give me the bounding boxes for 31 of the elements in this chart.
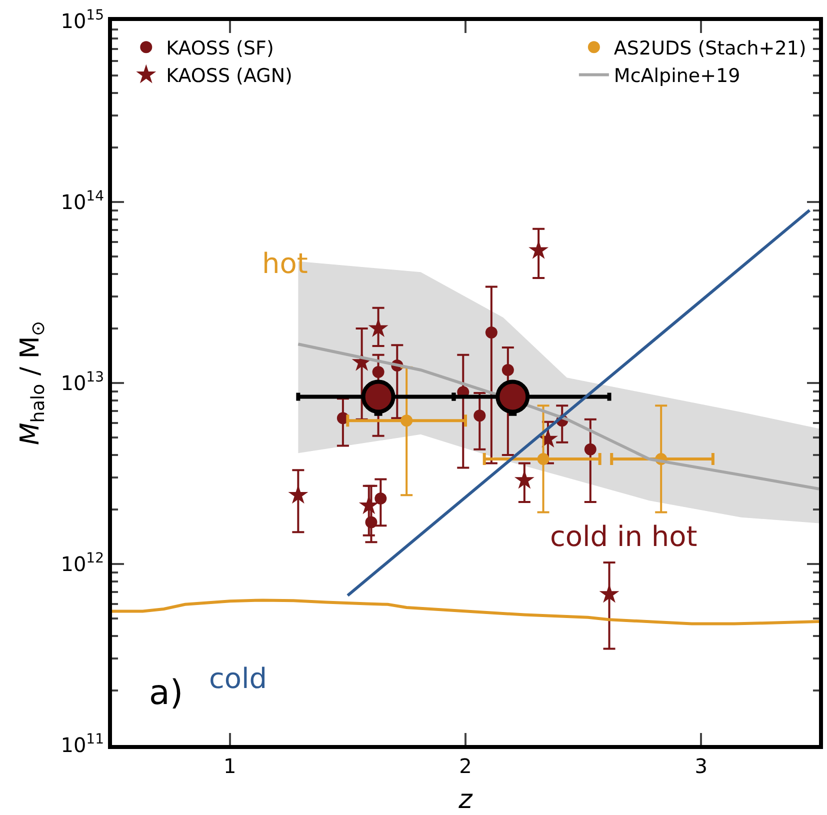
y-tick-label: 10$^{13}$ xyxy=(60,370,104,395)
point xyxy=(502,364,514,376)
y-tick-label: 10$^{12}$ xyxy=(60,550,104,576)
legend-label: McAlpine+19 xyxy=(614,65,740,88)
point xyxy=(474,410,486,422)
y-tick-label: 10$^{11}$ xyxy=(60,732,104,757)
point xyxy=(361,380,396,414)
annotation: hot xyxy=(262,247,308,280)
legend-label: KAOSS (AGN) xyxy=(166,65,292,88)
y-tick-label: 10$^{15}$ xyxy=(60,8,104,33)
point xyxy=(584,443,596,456)
y-tick-label: 10$^{14}$ xyxy=(60,188,104,214)
point xyxy=(374,492,387,505)
x-axis-title: z xyxy=(458,785,474,815)
line-series xyxy=(112,598,819,626)
legend-label: KAOSS (SF) xyxy=(166,38,274,60)
point xyxy=(372,366,384,378)
x-tick-label: 3 xyxy=(694,754,708,778)
line-series xyxy=(296,342,819,490)
annotation: cold xyxy=(209,662,268,695)
point xyxy=(400,414,413,427)
x-tick-label: 1 xyxy=(223,754,236,778)
point xyxy=(496,380,530,414)
point xyxy=(537,453,550,466)
annotation: a) xyxy=(149,673,184,713)
point xyxy=(358,495,379,514)
legend-label: AS2UDS (Stach+21) xyxy=(614,38,806,60)
point xyxy=(368,318,388,337)
x-tick-label: 2 xyxy=(459,754,472,778)
point xyxy=(485,326,498,339)
annotation: cold in hot xyxy=(550,520,698,553)
